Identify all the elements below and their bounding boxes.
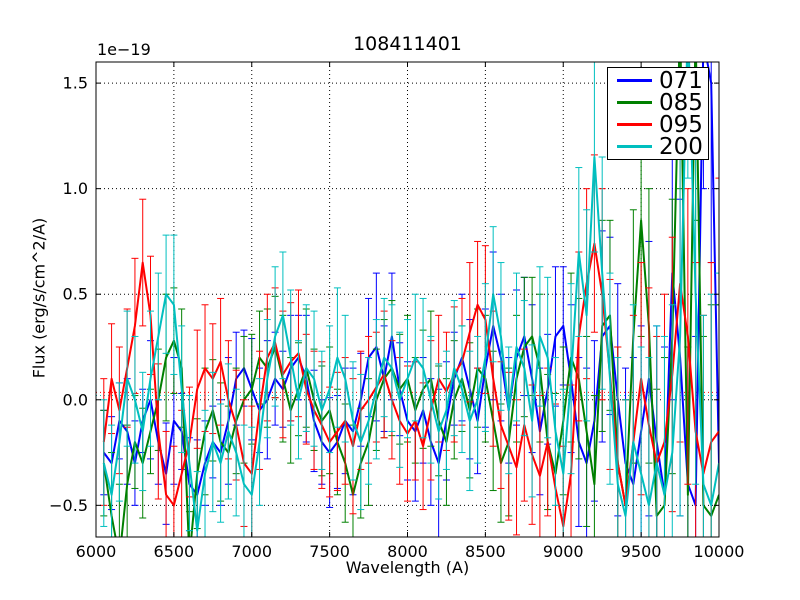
legend-label-071: 071 — [659, 67, 703, 94]
legend-line-sample-071 — [617, 79, 652, 82]
axis-offset-text: 1e−19 — [97, 40, 151, 59]
x-tick-label: 7000 — [231, 542, 272, 561]
x-tick-label: 9000 — [543, 542, 584, 561]
series-line-095 — [102, 242, 719, 528]
legend-entry-071: 071 — [608, 67, 708, 94]
x-axis-label: Wavelength (A) — [345, 558, 470, 577]
legend-label-085: 085 — [659, 89, 703, 116]
series-line-200 — [102, 62, 719, 532]
y-tick-label: 0.0 — [63, 390, 88, 409]
y-tick-label: 1.0 — [63, 179, 88, 198]
series-200 — [100, 62, 719, 537]
x-tick-label: 6500 — [154, 542, 195, 561]
legend-line-sample-095 — [617, 123, 652, 126]
legend-entry-085: 085 — [608, 89, 708, 116]
y-tick-label: 0.5 — [63, 285, 88, 304]
x-tick-label: 7500 — [309, 542, 350, 561]
legend-line-sample-200 — [617, 145, 652, 148]
legend: 071 085 095 200 — [607, 67, 709, 160]
x-tick-label: 6000 — [76, 542, 117, 561]
y-tick-label: 1.5 — [63, 74, 88, 93]
legend-entry-200: 200 — [608, 133, 708, 160]
legend-label-200: 200 — [659, 133, 703, 160]
legend-label-095: 095 — [659, 111, 703, 138]
tick-labels: 6000 6500 7000 7500 8000 8500 9000 9500 10000 −0.… — [49, 74, 744, 561]
x-tick-label: 8000 — [387, 542, 428, 561]
y-axis-label: Flux (erg/s/cm^2/A) — [29, 217, 49, 379]
legend-line-sample-085 — [617, 101, 652, 104]
x-tick-label: 10000 — [694, 542, 745, 561]
chart-title: 108411401 — [353, 33, 462, 55]
x-tick-label: 9500 — [621, 542, 662, 561]
errorbars-095 — [100, 124, 719, 537]
x-tick-label: 8500 — [465, 542, 506, 561]
legend-entry-095: 095 — [608, 111, 708, 138]
y-tick-label: −0.5 — [49, 496, 88, 515]
tick-marks — [95, 62, 720, 537]
series-095 — [100, 124, 719, 537]
